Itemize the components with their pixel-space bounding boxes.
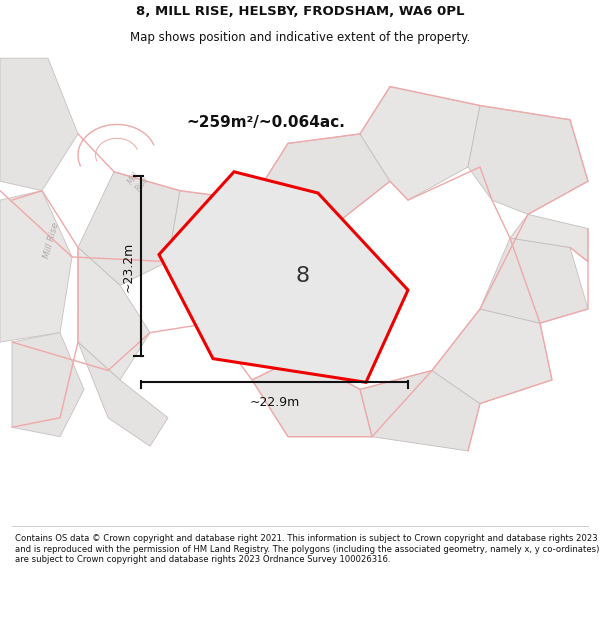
- Polygon shape: [252, 356, 372, 437]
- Polygon shape: [480, 238, 588, 323]
- Text: Mill
Rise: Mill Rise: [125, 169, 151, 193]
- Polygon shape: [168, 191, 288, 323]
- Polygon shape: [360, 87, 480, 200]
- Polygon shape: [159, 172, 408, 382]
- Text: ~259m²/~0.064ac.: ~259m²/~0.064ac.: [186, 114, 345, 129]
- Polygon shape: [252, 134, 390, 238]
- Text: 8, MILL RISE, HELSBY, FRODSHAM, WA6 0PL: 8, MILL RISE, HELSBY, FRODSHAM, WA6 0PL: [136, 5, 464, 18]
- Polygon shape: [78, 248, 150, 380]
- Polygon shape: [432, 309, 552, 404]
- Polygon shape: [78, 342, 168, 446]
- Polygon shape: [468, 106, 588, 214]
- Polygon shape: [12, 332, 84, 437]
- Text: ~22.9m: ~22.9m: [250, 396, 299, 409]
- Text: ~23.2m: ~23.2m: [121, 241, 134, 291]
- Text: 8: 8: [296, 266, 310, 286]
- Text: Mill Rise: Mill Rise: [42, 221, 60, 259]
- Polygon shape: [0, 191, 72, 342]
- Polygon shape: [510, 214, 588, 262]
- Polygon shape: [78, 172, 180, 285]
- Polygon shape: [0, 58, 78, 191]
- Polygon shape: [360, 371, 480, 451]
- Text: Map shows position and indicative extent of the property.: Map shows position and indicative extent…: [130, 31, 470, 44]
- Text: Contains OS data © Crown copyright and database right 2021. This information is : Contains OS data © Crown copyright and d…: [15, 534, 599, 564]
